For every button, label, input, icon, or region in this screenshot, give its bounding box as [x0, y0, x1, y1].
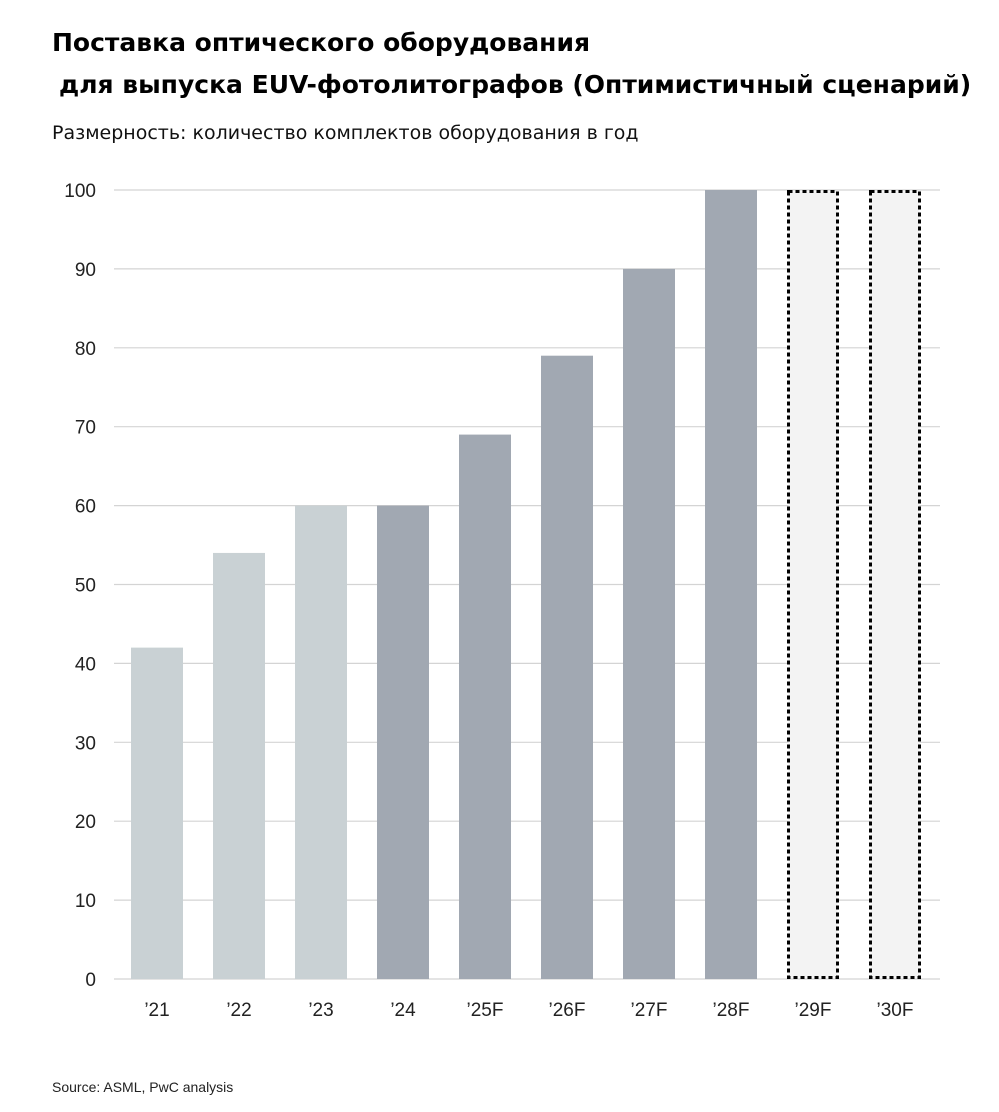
chart-title: Поставка оптического оборудования для вы… — [52, 22, 982, 106]
y-tick-label: 0 — [85, 970, 96, 991]
x-tick-label: ’27F — [631, 1000, 668, 1021]
x-tick-label: ’30F — [877, 1000, 914, 1021]
bar — [541, 355, 593, 979]
x-tick-label: ’24 — [390, 1000, 416, 1021]
y-tick-label: 60 — [75, 497, 96, 518]
x-tick-label: ’25F — [467, 1000, 504, 1021]
y-tick-label: 50 — [75, 576, 96, 597]
y-tick-label: 20 — [75, 812, 96, 833]
chart-title-line-2: для выпуска EUV-фотолитографов (Оптимист… — [59, 70, 972, 99]
bar — [705, 190, 757, 979]
y-tick-label: 70 — [75, 418, 96, 439]
x-tick-label: ’22 — [226, 1000, 251, 1021]
chart-title-line-1: Поставка оптического оборудования — [52, 28, 591, 57]
bar-chart: 0 10 20 30 40 50 60 70 80 90 100 ’21 ’22 ’23 ’24 ’25F ’2… — [64, 181, 940, 1021]
x-tick-label: ’28F — [713, 1000, 750, 1021]
y-tick-label: 100 — [64, 181, 96, 202]
x-tick-label: ’23 — [308, 1000, 333, 1021]
chart-subtitle: Размерность: количество комплектов обору… — [52, 122, 639, 144]
y-tick-label: 90 — [75, 260, 96, 281]
bar — [213, 552, 265, 979]
y-tick-label: 10 — [75, 891, 96, 912]
y-tick-label: 40 — [75, 654, 96, 675]
x-tick-label: ’21 — [144, 1000, 169, 1021]
bar — [295, 505, 347, 979]
bar — [131, 647, 183, 979]
y-tick-label: 30 — [75, 733, 96, 754]
y-tick-label: 80 — [75, 339, 96, 360]
bar — [623, 268, 675, 979]
bar — [377, 505, 429, 979]
bar — [459, 434, 511, 980]
x-tick-label: ’29F — [795, 1000, 832, 1021]
source-note: Source: ASML, PwC analysis — [52, 1079, 234, 1095]
x-tick-label: ’26F — [549, 1000, 586, 1021]
bar — [869, 190, 921, 979]
bar — [787, 190, 839, 979]
